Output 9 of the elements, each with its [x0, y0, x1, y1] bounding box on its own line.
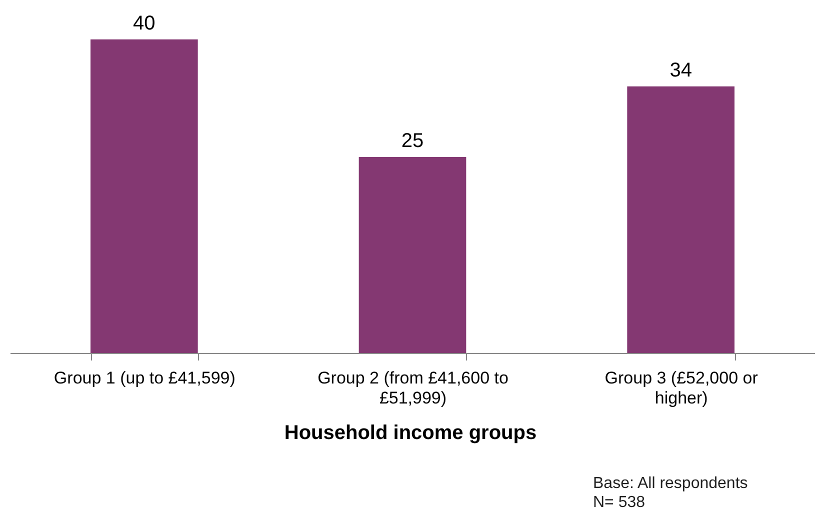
text: Base: All respondents	[593, 474, 748, 493]
x-tick-label: Group 2 (from £41,600 to £51,999)	[318, 368, 508, 408]
data-label: 34	[670, 59, 692, 82]
data-label: 25	[401, 130, 424, 152]
x-tick-label: Group 3 (£52,000 or higher)	[604, 368, 758, 408]
x-axis-title: Household income groups	[283, 422, 538, 445]
x-tick-label: Group 1 (up to £41,599)	[54, 368, 236, 388]
text: N= 538	[593, 493, 646, 512]
data-label: 40	[133, 12, 156, 34]
